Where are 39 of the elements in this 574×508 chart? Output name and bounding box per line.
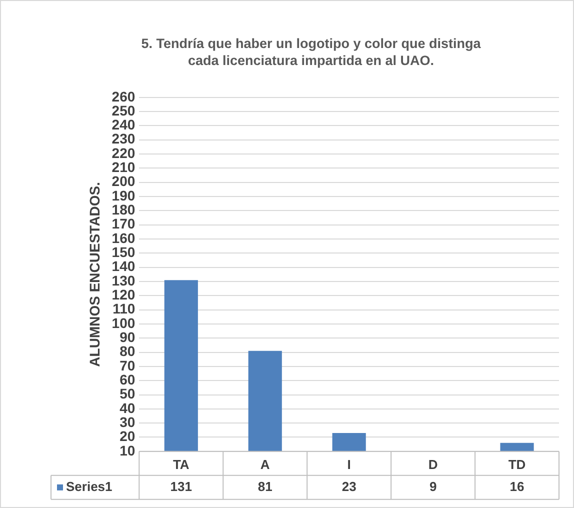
y-tick-label: 50 xyxy=(120,386,136,402)
y-tick-label: 90 xyxy=(120,328,136,345)
y-tick-label: 190 xyxy=(112,187,136,204)
data-label: 16 xyxy=(510,478,524,494)
y-tick-label: 220 xyxy=(112,144,136,161)
data-label: 23 xyxy=(342,478,356,494)
y-tick-label: 130 xyxy=(112,272,136,288)
x-tick-label: A xyxy=(260,456,270,472)
y-tick-label: 80 xyxy=(120,343,136,360)
y-tick-label: 60 xyxy=(120,371,136,388)
y-tick-label: 40 xyxy=(120,400,136,416)
y-tick-label: 240 xyxy=(112,116,136,133)
x-tick-label: D xyxy=(428,456,438,472)
y-tick-label: 260 xyxy=(112,88,136,104)
y-tick-label: 210 xyxy=(112,159,136,176)
y-tick-label: 70 xyxy=(120,357,136,374)
y-tick-label: 250 xyxy=(112,102,136,118)
y-tick-label: 230 xyxy=(112,130,136,147)
x-tick-label: I xyxy=(347,456,351,472)
x-tick-label: TA xyxy=(172,456,190,472)
y-tick-label: 10 xyxy=(120,442,136,458)
y-tick-label: 20 xyxy=(120,428,136,444)
y-tick-label: 110 xyxy=(112,300,136,317)
chart-title: 5. Tendría que haber un logotipo y color que distinga cada licenciatura impartida en al UAO. xyxy=(140,35,482,69)
y-tick-label: 100 xyxy=(112,314,136,331)
y-tick-label: 30 xyxy=(120,414,136,430)
legend-label: Series1 xyxy=(66,478,112,494)
y-axis-title: ALUMNOS ENCUESTADOS. xyxy=(86,182,102,367)
y-tick-label: 160 xyxy=(112,230,136,246)
y-tick-label: 180 xyxy=(112,202,136,218)
data-label: 131 xyxy=(170,478,192,494)
y-tick-label: 150 xyxy=(112,244,136,260)
y-tick-label: 200 xyxy=(112,173,136,190)
x-tick-label: TD xyxy=(508,456,526,472)
y-tick-label: 140 xyxy=(112,258,136,274)
y-tick-label: 170 xyxy=(112,216,136,232)
text: 9 xyxy=(429,478,437,494)
data-label: 81 xyxy=(258,478,272,494)
y-tick-label: 120 xyxy=(112,286,136,302)
